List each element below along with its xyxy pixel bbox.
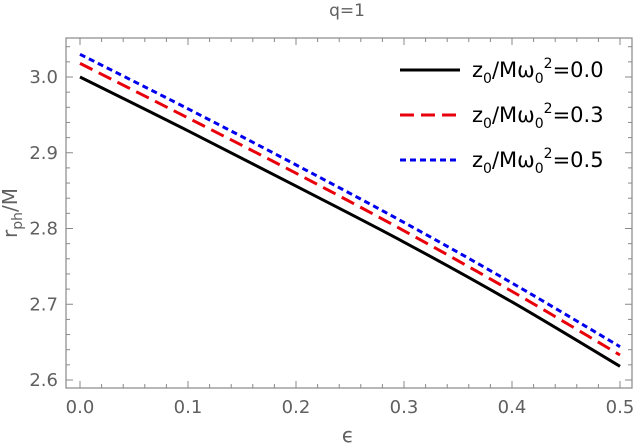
series-line-1 — [79, 75, 621, 368]
y-axis-title-sub: ph — [10, 212, 26, 230]
legend-label-3: z0/Mω02=0.5 — [472, 146, 604, 177]
legend-label-2: z0/Mω02=0.3 — [472, 101, 604, 132]
x-tick-label: 0.3 — [390, 397, 419, 418]
y-axis-title-tail: /M — [0, 188, 22, 212]
y-tick-label: 2.7 — [29, 294, 58, 315]
series-line-2 — [79, 62, 621, 357]
x-tick-label: 0.1 — [174, 397, 203, 418]
y-tick-label: 2.8 — [29, 219, 58, 240]
legend: z0/Mω02=0.0 z0/Mω02=0.3 z0/Mω02=0.5 — [400, 56, 604, 177]
chart-title: q=1 — [329, 1, 365, 21]
axis-ticks: 0.0 0.1 0.2 0.3 0.4 0.5 2.6 2.7 2.8 2.9 3.0 — [29, 38, 634, 418]
x-tick-label: 0.2 — [282, 397, 311, 418]
x-tick-label: 0.5 — [606, 397, 635, 418]
legend-label-1: z0/Mω02=0.0 — [472, 56, 604, 87]
x-tick-label: 0.4 — [498, 397, 527, 418]
series-layer — [79, 52, 621, 368]
y-tick-label: 3.0 — [29, 67, 58, 88]
y-axis-title: rph/M — [0, 188, 26, 238]
y-axis-title-main: r — [0, 229, 22, 238]
y-tick-label: 2.6 — [29, 370, 58, 391]
x-axis-title: ϵ — [342, 423, 354, 446]
x-tick-label: 0.0 — [66, 397, 95, 418]
y-tick-label: 2.9 — [29, 143, 58, 164]
series-line-3 — [79, 52, 621, 348]
